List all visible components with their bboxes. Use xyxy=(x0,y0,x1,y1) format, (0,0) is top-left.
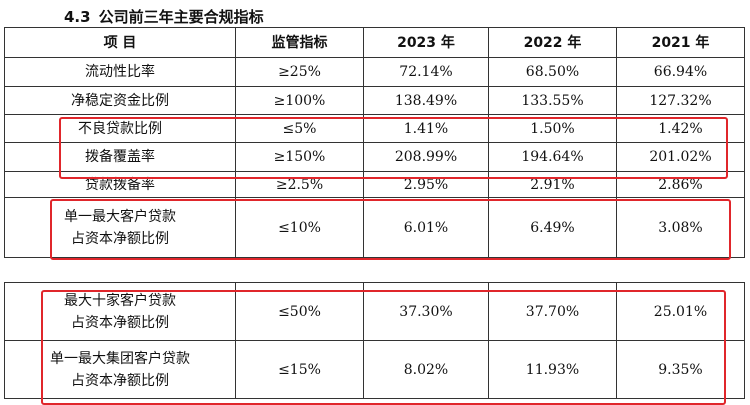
row-value: 9.35% xyxy=(616,340,745,399)
row-value: 72.14% xyxy=(363,57,489,87)
row-item-line: 最大十家客户贷款 xyxy=(64,292,176,309)
section-number: 4.3 xyxy=(64,8,91,26)
row-value: 66.94% xyxy=(616,57,745,87)
section-title-text: 公司前三年主要合规指标 xyxy=(98,8,264,26)
row-value: 2.95% xyxy=(363,171,489,198)
row-item-line: 贷款拨备率 xyxy=(85,176,155,193)
header-item: 项 目 xyxy=(4,27,236,58)
row-requirement: ≥2.5% xyxy=(235,171,364,198)
row-requirement: ≤15% xyxy=(235,340,364,399)
compliance-table-top: 项 目 监管指标 2023 年 2022 年 2021 年 流动性比率 ≥25% 7… xyxy=(4,27,745,258)
row-value: 1.42% xyxy=(616,114,745,143)
table-row: 单一最大客户贷款 占资本净额比例 ≤10% 6.01% 6.49% 3.08% xyxy=(4,197,745,258)
row-value: 37.30% xyxy=(363,282,489,341)
row-requirement: ≤50% xyxy=(235,282,364,341)
table-row: 单一最大集团客户贷款 占资本净额比例 ≤15% 8.02% 11.93% 9.35% xyxy=(4,340,745,399)
compliance-table-bottom: 最大十家客户贷款 占资本净额比例 ≤50% 37.30% 37.70% 25.01% 单一最… xyxy=(4,282,745,399)
row-item-line: 流动性比率 xyxy=(85,64,155,80)
row-value: 1.50% xyxy=(488,114,617,143)
row-item-line: 占资本净额比例 xyxy=(71,314,169,331)
row-value: 11.93% xyxy=(488,340,617,399)
table-row: 贷款拨备率 ≥2.5% 2.95% 2.91% 2.86% xyxy=(4,171,745,198)
row-value: 68.50% xyxy=(488,57,617,87)
row-requirement: ≥100% xyxy=(235,86,364,115)
row-requirement: ≥150% xyxy=(235,142,364,172)
row-value: 37.70% xyxy=(488,282,617,341)
row-item-line: 单一最大集团客户贷款 xyxy=(50,350,190,367)
row-item: 最大十家客户贷款 占资本净额比例 xyxy=(4,282,236,341)
row-value: 138.49% xyxy=(363,86,489,115)
row-value: 133.55% xyxy=(488,86,617,115)
row-item: 不良贷款比例 xyxy=(4,114,236,143)
row-value: 208.99% xyxy=(363,142,489,172)
row-value: 6.01% xyxy=(363,197,489,258)
section-title: 4.3 公司前三年主要合规指标 xyxy=(64,6,264,27)
table-row: 净稳定资金比例 ≥100% 138.49% 133.55% 127.32% xyxy=(4,86,745,115)
row-value: 6.49% xyxy=(488,197,617,258)
row-item: 贷款拨备率 xyxy=(4,171,236,198)
row-value: 2.86% xyxy=(616,171,745,198)
row-requirement: ≤10% xyxy=(235,197,364,258)
header-year-2023: 2023 年 xyxy=(363,27,489,58)
row-item: 单一最大客户贷款 占资本净额比例 xyxy=(4,197,236,258)
row-item-line: 净稳定资金比例 xyxy=(71,92,169,109)
row-value: 8.02% xyxy=(363,340,489,399)
row-item-line: 单一最大客户贷款 xyxy=(64,208,176,225)
table-row: 不良贷款比例 ≤5% 1.41% 1.50% 1.42% xyxy=(4,114,745,143)
row-value: 3.08% xyxy=(616,197,745,258)
header-requirement: 监管指标 xyxy=(235,27,364,58)
row-value: 2.91% xyxy=(488,171,617,198)
header-year-2022: 2022 年 xyxy=(488,27,617,58)
row-value: 201.02% xyxy=(616,142,745,172)
row-item-line: 占资本净额比例 xyxy=(71,372,169,389)
table-row: 最大十家客户贷款 占资本净额比例 ≤50% 37.30% 37.70% 25.01% xyxy=(4,282,745,341)
table-row: 流动性比率 ≥25% 72.14% 68.50% 66.94% xyxy=(4,57,745,87)
row-item-line: 不良贷款比例 xyxy=(78,120,162,137)
row-value: 1.41% xyxy=(363,114,489,143)
row-item: 单一最大集团客户贷款 占资本净额比例 xyxy=(4,340,236,399)
header-year-2021: 2021 年 xyxy=(616,27,745,58)
row-value: 127.32% xyxy=(616,86,745,115)
row-requirement: ≤5% xyxy=(235,114,364,143)
row-item: 流动性比率 xyxy=(4,57,236,87)
row-item: 净稳定资金比例 xyxy=(4,86,236,115)
table-row: 拨备覆盖率 ≥150% 208.99% 194.64% 201.02% xyxy=(4,142,745,172)
row-item-line: 拨备覆盖率 xyxy=(85,149,155,165)
row-value: 194.64% xyxy=(488,142,617,172)
row-item: 拨备覆盖率 xyxy=(4,142,236,172)
row-value: 25.01% xyxy=(616,282,745,341)
row-requirement: ≥25% xyxy=(235,57,364,87)
row-item-line: 占资本净额比例 xyxy=(71,230,169,247)
